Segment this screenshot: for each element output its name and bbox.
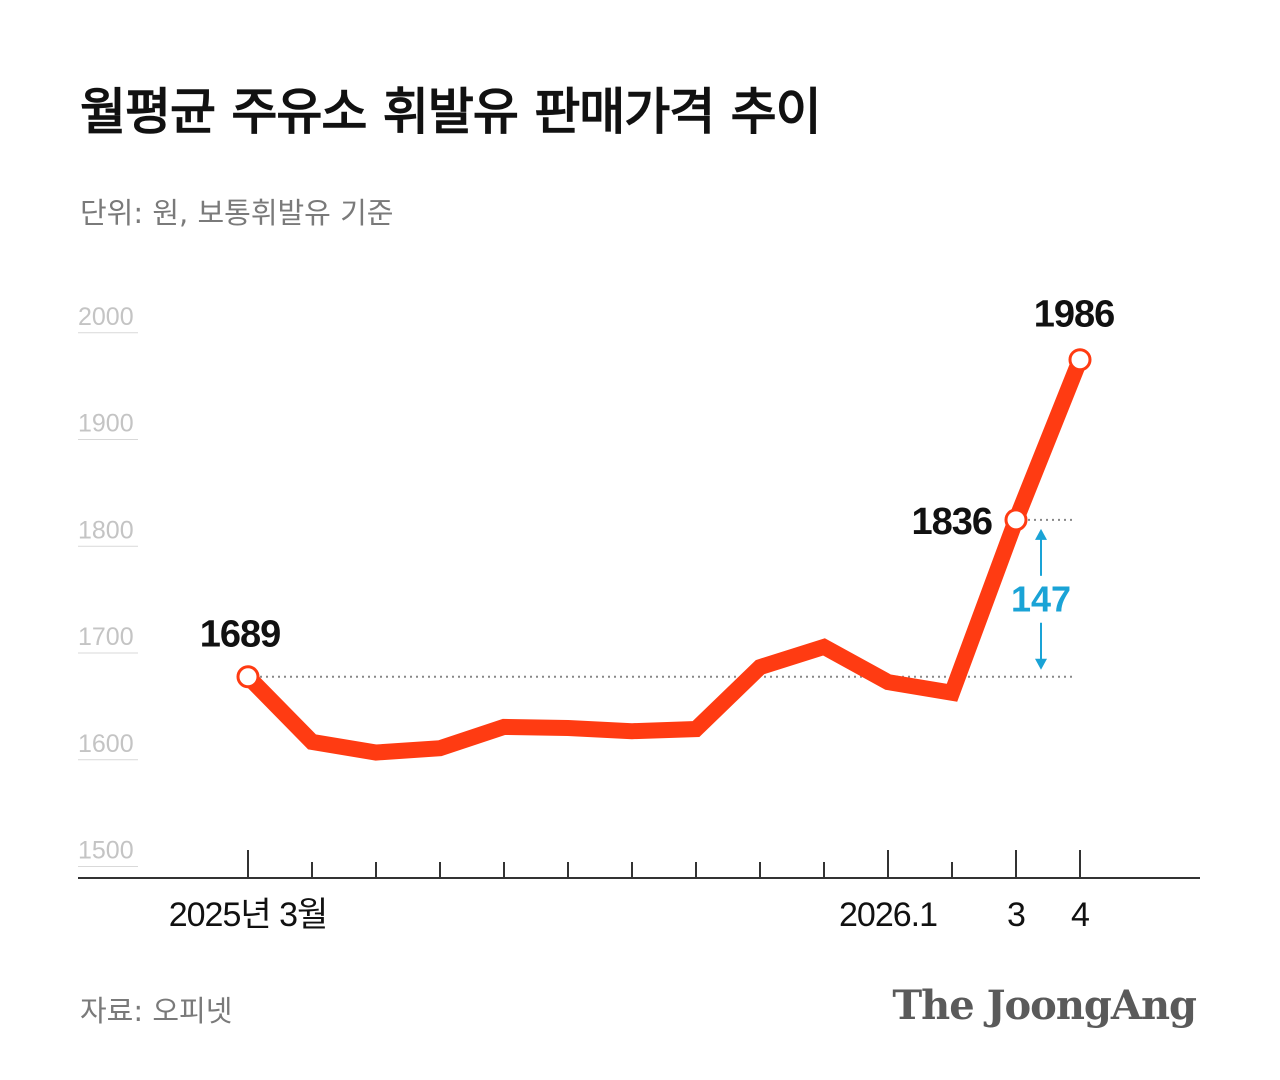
y-tick-label: 1900 xyxy=(78,410,134,438)
series-line xyxy=(240,351,1088,761)
x-tick-label: 2026.1 xyxy=(839,896,937,934)
x-tick-label: 3 xyxy=(1007,896,1025,934)
x-tick-label: 2025년 3월 xyxy=(169,896,328,934)
source-note: 자료: 오피넷 xyxy=(80,994,233,1028)
data-label: 1836 xyxy=(911,501,992,543)
difference-label: 147 xyxy=(1011,578,1071,619)
difference-arrow-down-head xyxy=(1035,658,1047,670)
data-label: 1986 xyxy=(1034,294,1115,336)
difference-arrow-up-head xyxy=(1035,528,1047,540)
y-tick-label: 1500 xyxy=(78,837,134,865)
point-marker xyxy=(236,665,260,689)
point-marker xyxy=(1068,348,1092,372)
point-marker xyxy=(1004,508,1028,532)
y-tick-label: 1600 xyxy=(78,730,134,758)
x-tick-label: 4 xyxy=(1071,896,1089,934)
data-label: 1689 xyxy=(200,614,281,656)
y-tick-label: 1700 xyxy=(78,623,134,651)
chart-subtitle: 단위: 원, 보통휘발유 기준 xyxy=(80,196,394,230)
y-tick-label: 2000 xyxy=(78,303,134,331)
chart-title: 월평균 주유소 휘발유 판매가격 추이 xyxy=(80,83,822,141)
publisher-logo: The JoongAng xyxy=(892,982,1197,1029)
y-tick-label: 1800 xyxy=(78,516,134,544)
